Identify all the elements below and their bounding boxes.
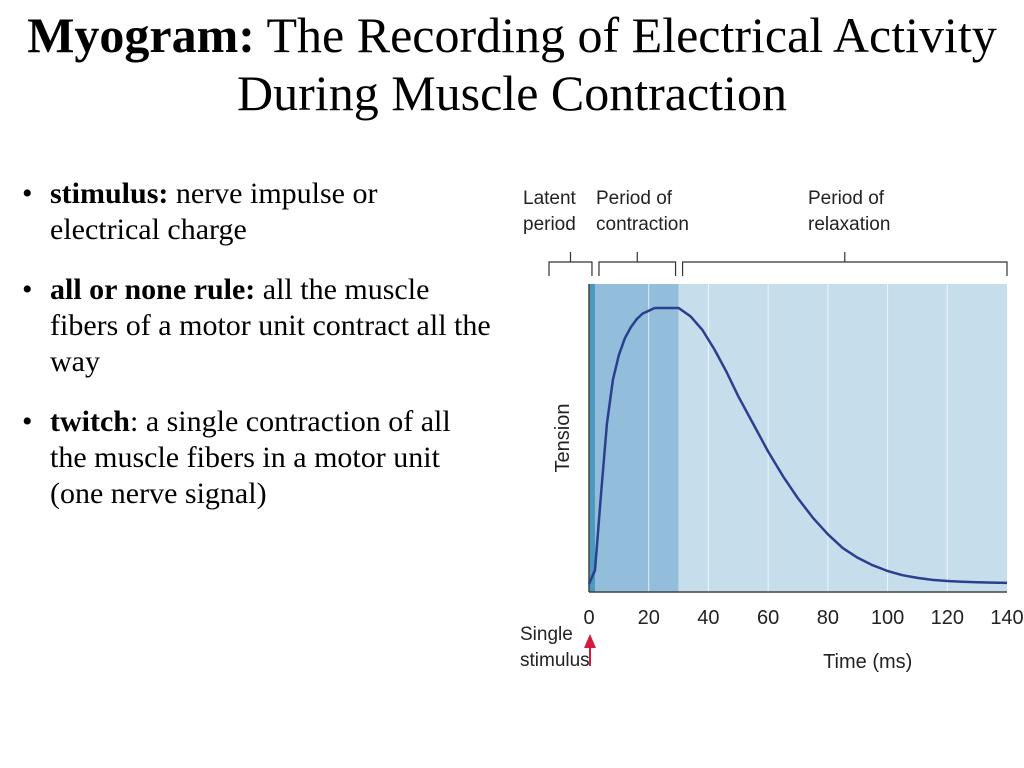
bullet-item-all-or-none: • all or none rule: all the muscle fiber… [14, 272, 494, 380]
period-label-relaxation: relaxation [808, 214, 890, 235]
tension-curve [587, 306, 1008, 585]
period-band-2 [678, 284, 1007, 592]
period-label-contraction: Period of [596, 188, 673, 209]
y-axis-label: Tension [552, 404, 574, 473]
title-bold: Myogram: [27, 7, 255, 63]
bullet-term: twitch [50, 405, 130, 438]
period-bracket-1 [598, 252, 677, 276]
bullet-item-twitch: • twitch: a single contraction of all th… [14, 404, 494, 512]
bullet-list: • stimulus: nerve impulse or electrical … [14, 176, 494, 536]
x-tick-label: 80 [817, 607, 839, 629]
x-tick-label: 120 [931, 607, 964, 629]
x-tick-label: 20 [638, 607, 660, 629]
period-bracket-0 [548, 252, 593, 276]
myogram-chart: Latent period Period of contraction Period o… [520, 188, 1024, 673]
stimulus-label: Single [520, 624, 573, 645]
x-axis-label: Time (ms) [823, 651, 912, 673]
period-band-0 [589, 284, 595, 592]
x-tick-label: 40 [697, 607, 719, 629]
bullet-term: all or none rule: [50, 273, 256, 306]
slide-title: Myogram: The Recording of Electrical Act… [0, 6, 1024, 122]
bullet-dot: • [22, 273, 33, 306]
period-label-latent: Latent [523, 188, 577, 209]
bullet-dot: • [22, 405, 33, 438]
stimulus-arrow-head [584, 634, 596, 648]
x-tick-label: 0 [583, 607, 594, 629]
x-tick-label: 100 [871, 607, 904, 629]
bullet-item-stimulus: • stimulus: nerve impulse or electrical … [14, 176, 494, 248]
bullet-dot: • [22, 177, 33, 210]
x-tick-label: 60 [757, 607, 779, 629]
bullet-term: stimulus: [50, 177, 169, 210]
period-band-1 [594, 284, 679, 592]
bullet-text: : a single contraction of all the muscle… [50, 405, 451, 510]
period-label-contraction: contraction [596, 214, 689, 235]
period-label-latent: period [523, 214, 576, 235]
x-tick-label: 140 [990, 607, 1023, 629]
stimulus-label: stimulus [520, 650, 590, 671]
period-label-relaxation: Period of [808, 188, 885, 209]
bullet-text: nerve impulse or electrical charge [50, 177, 378, 246]
title-rest: The Recording of Electrical Activity Dur… [237, 7, 997, 121]
period-bracket-2 [681, 252, 1008, 276]
bullet-text: all the muscle fibers of a motor unit co… [50, 273, 491, 378]
